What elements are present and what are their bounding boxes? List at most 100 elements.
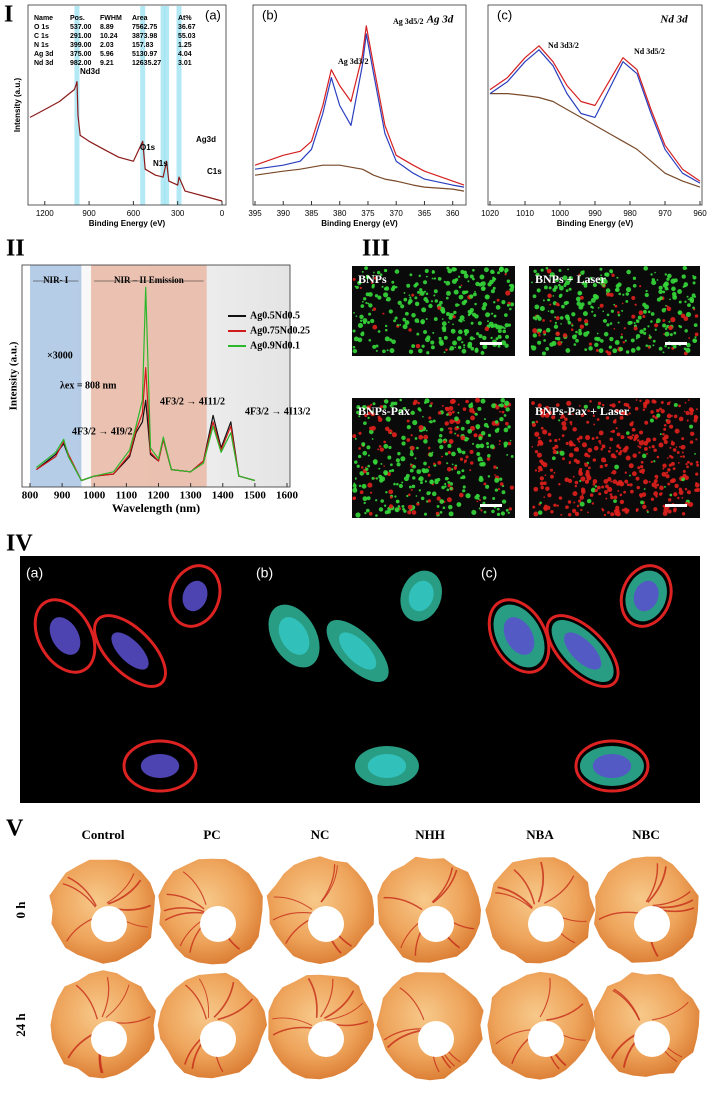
- cell-dot: [364, 511, 367, 515]
- cell-membrane: [487, 598, 551, 674]
- cell-dot: [505, 407, 510, 412]
- cell-dot: [499, 482, 504, 486]
- cell-dot: [416, 469, 422, 475]
- cell-dot: [402, 317, 407, 322]
- cell-dot: [561, 421, 567, 427]
- cell-dot: [618, 400, 621, 404]
- cell-dot: [460, 269, 465, 274]
- cell-dot: [476, 452, 481, 456]
- cell-dot: [647, 310, 651, 314]
- cell-dot: [586, 475, 592, 481]
- cell-dot: [497, 334, 502, 339]
- cell-dot: [590, 305, 593, 309]
- column-header: NBA: [526, 827, 554, 842]
- cell-dot: [498, 403, 502, 407]
- blood-vessel: [75, 984, 98, 1020]
- cell-dot: [409, 468, 414, 473]
- cell-dot: [438, 433, 443, 438]
- cell-dot: [626, 413, 629, 416]
- cell-dot: [560, 416, 563, 419]
- cell-dot: [549, 439, 552, 443]
- cell-dot: [570, 328, 574, 331]
- cell-dot: [394, 495, 397, 498]
- cell-dot: [559, 316, 564, 320]
- cell-dot: [436, 496, 441, 501]
- cell-dot: [492, 271, 495, 274]
- cell-dot: [694, 332, 699, 337]
- cell-dot: [542, 429, 548, 435]
- cell-dot: [650, 410, 654, 414]
- cell-dot: [451, 468, 454, 471]
- cell-dot: [643, 440, 649, 446]
- cell-dot: [623, 327, 626, 330]
- cell-dot: [353, 311, 355, 314]
- cell-dot: [591, 310, 594, 313]
- cell-dot: [447, 481, 451, 484]
- peak-band: [140, 6, 146, 205]
- cell-dot: [402, 324, 408, 330]
- blood-vessel: [320, 864, 336, 903]
- cell-dot: [677, 311, 681, 315]
- cell-dot: [363, 421, 367, 426]
- cell-dot: [545, 486, 550, 491]
- cell-dot: [454, 346, 457, 349]
- cell-dot: [505, 290, 511, 296]
- cell-dot: [401, 481, 404, 484]
- cell-dot: [465, 455, 469, 459]
- cell-dot: [671, 478, 676, 483]
- cell-dot: [370, 281, 374, 284]
- cell-dot: [418, 477, 421, 481]
- cell-dot: [618, 446, 622, 450]
- cell-dot: [509, 485, 515, 490]
- cell-dot: [458, 294, 464, 300]
- cell-dot: [389, 404, 393, 407]
- cell-dot: [575, 330, 578, 334]
- cell-dot: [664, 331, 670, 337]
- cell-dot: [502, 329, 507, 334]
- cell-dot: [675, 446, 678, 448]
- cell-dot: [399, 323, 402, 326]
- cell-dot: [498, 443, 501, 446]
- cell-dot: [367, 321, 371, 325]
- blood-vessel: [198, 978, 210, 1018]
- cell-dot: [617, 311, 620, 314]
- cell-dot: [653, 460, 656, 463]
- cell-dot: [678, 490, 684, 495]
- cell-dot: [475, 424, 481, 429]
- cell-dot: [476, 332, 480, 336]
- cell-dot: [457, 403, 460, 406]
- blood-vessel: [105, 984, 130, 1018]
- cell-dot: [496, 512, 501, 516]
- cell-dot: [452, 323, 454, 326]
- cell-dot: [449, 419, 455, 425]
- cell-dot: [594, 336, 599, 341]
- annotation: Nd3d: [80, 67, 100, 76]
- cell-dot: [620, 333, 623, 336]
- cell-dot: [449, 430, 453, 434]
- cell-dot: [547, 432, 552, 436]
- cell-dot: [583, 331, 589, 337]
- cell-dot: [643, 404, 647, 409]
- egg-window: [418, 906, 454, 942]
- cell-dot: [669, 401, 671, 403]
- cell-dot: [499, 416, 504, 422]
- cell-dot: [562, 333, 568, 338]
- cell-dot: [401, 504, 405, 508]
- cell-dot: [383, 292, 389, 298]
- cell-dot: [459, 315, 465, 321]
- cell-dot: [487, 320, 490, 323]
- cell-dot: [389, 496, 393, 499]
- cell-dot: [368, 303, 373, 308]
- cell-dot: [541, 351, 547, 356]
- cell-dot: [435, 511, 440, 516]
- cell-dot: [567, 500, 572, 504]
- cell-dot: [592, 482, 596, 486]
- cell-dot: [642, 504, 647, 509]
- cell-dot: [361, 443, 365, 447]
- row-label: 24 h: [13, 1012, 28, 1036]
- legend-label: Ag0.5Nd0.5: [250, 310, 300, 321]
- cell-dot: [545, 266, 549, 270]
- cell-dot: [446, 497, 452, 503]
- cell-dot: [636, 346, 641, 351]
- cell-dot: [670, 414, 673, 417]
